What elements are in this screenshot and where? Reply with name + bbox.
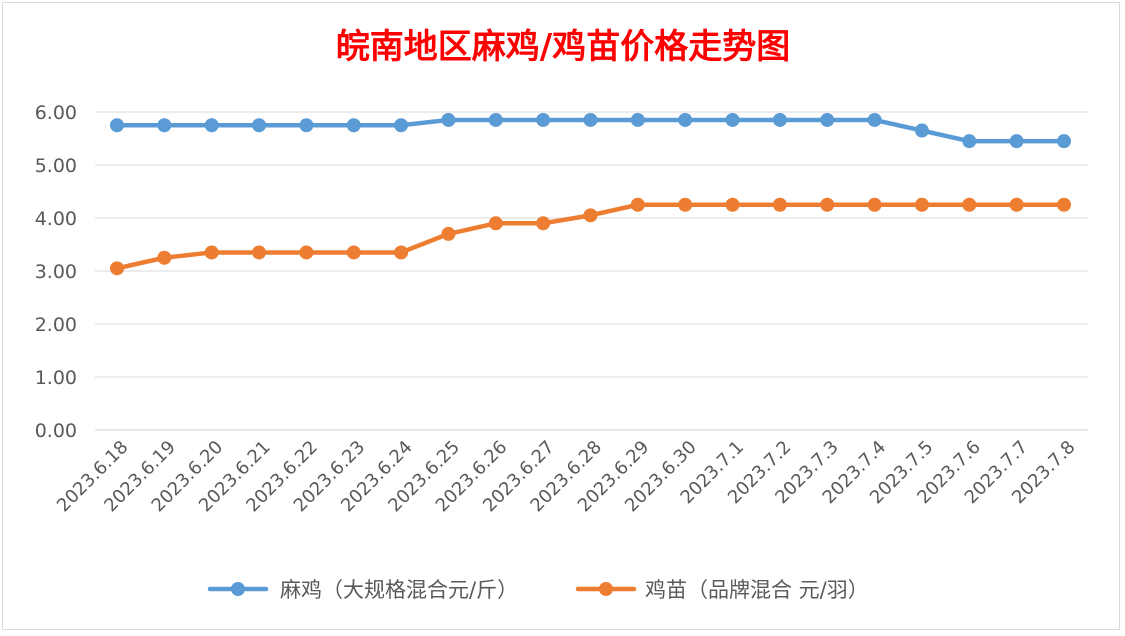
data-point — [1009, 197, 1024, 212]
data-point — [962, 134, 977, 149]
chart-title: 皖南地区麻鸡/鸡苗价格走势图 — [336, 27, 790, 67]
data-point — [867, 112, 882, 127]
y-tick-label: 2.00 — [35, 314, 77, 336]
data-point — [867, 197, 882, 212]
data-point — [1057, 197, 1071, 212]
legend-swatch-marker — [231, 582, 245, 596]
legend-label: 麻鸡（大规格混合元/斤） — [280, 578, 518, 602]
data-point — [962, 197, 977, 212]
data-point — [204, 245, 219, 260]
data-point — [394, 245, 409, 260]
data-point — [772, 112, 787, 127]
data-point — [725, 197, 740, 212]
y-tick-label: 3.00 — [35, 261, 77, 283]
y-tick-label: 6.00 — [35, 102, 77, 124]
data-point — [772, 197, 787, 212]
data-point — [157, 118, 172, 133]
data-point — [441, 112, 456, 127]
y-tick-label: 0.00 — [35, 420, 77, 442]
data-point — [536, 112, 551, 127]
data-point — [252, 118, 267, 133]
data-point — [204, 118, 219, 133]
data-point — [725, 112, 740, 127]
y-axis-ticks: 0.00 1.00 2.00 3.00 4.00 5.00 6.00 — [35, 102, 77, 442]
data-point — [820, 197, 835, 212]
data-point — [394, 118, 409, 133]
data-point — [488, 216, 503, 231]
x-axis-ticks: 2023.6.182023.6.192023.6.202023.6.212023… — [53, 437, 1080, 517]
legend-swatch-marker — [599, 582, 613, 596]
data-point — [678, 197, 693, 212]
data-point — [346, 245, 361, 260]
data-point — [441, 226, 456, 241]
data-point — [678, 112, 693, 127]
data-point — [583, 208, 598, 223]
data-point — [299, 245, 314, 260]
data-point — [914, 197, 929, 212]
y-tick-label: 4.00 — [35, 208, 77, 230]
data-point — [252, 245, 267, 260]
data-point — [630, 112, 645, 127]
data-point — [1057, 134, 1071, 149]
data-point — [157, 250, 172, 265]
data-point — [536, 216, 551, 231]
grid-lines — [95, 111, 1088, 431]
data-point — [346, 118, 361, 133]
data-point — [110, 118, 124, 133]
legend-label: 鸡苗（品牌混合 元/羽） — [645, 578, 869, 602]
data-point — [820, 112, 835, 127]
y-tick-label: 1.00 — [35, 367, 77, 389]
y-tick-label: 5.00 — [35, 155, 77, 177]
data-point — [1009, 134, 1024, 149]
data-point — [914, 123, 929, 138]
series-group — [110, 112, 1071, 276]
data-point — [630, 197, 645, 212]
data-point — [488, 112, 503, 127]
legend: 麻鸡（大规格混合元/斤） 鸡苗（品牌混合 元/羽） — [207, 578, 869, 602]
data-point — [110, 261, 124, 276]
data-point — [583, 112, 598, 127]
data-point — [299, 118, 314, 133]
